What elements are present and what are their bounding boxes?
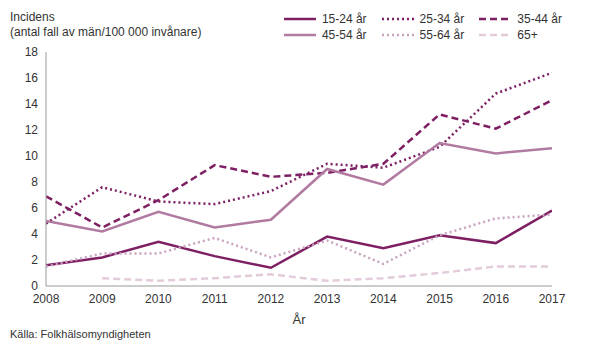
- svg-text:År: År: [293, 312, 307, 327]
- html-text:45-54 år: 45-54 år: [321, 28, 367, 42]
- html-text:55-64 år: 55-64 år: [419, 28, 465, 42]
- svg-text:6: 6: [31, 201, 38, 215]
- svg-text:8: 8: [31, 175, 38, 189]
- svg-text:2012: 2012: [258, 292, 285, 306]
- svg-text:18: 18: [25, 45, 39, 59]
- svg-text:0: 0: [31, 279, 38, 293]
- svg-text:2009: 2009: [89, 292, 116, 306]
- html-text:(antal fall av män/100 000 inv: (antal fall av män/100 000 invånare): [10, 25, 202, 39]
- svg-text:4: 4: [31, 227, 38, 241]
- svg-text:10: 10: [25, 149, 39, 163]
- html-text:65+: 65+: [517, 28, 538, 42]
- svg-text:2011: 2011: [202, 292, 228, 306]
- svg-text:2010: 2010: [145, 292, 172, 306]
- svg-text:14: 14: [25, 97, 39, 111]
- html-text:Incidens: Incidens: [10, 10, 55, 24]
- svg-text:12: 12: [25, 123, 39, 137]
- svg-text:2016: 2016: [482, 292, 509, 306]
- html-text:25-34 år: 25-34 år: [419, 12, 465, 26]
- svg-text:2013: 2013: [314, 292, 341, 306]
- svg-text:16: 16: [25, 71, 39, 85]
- html-text:Källa: Folkhälsomyndigheten: Källa: Folkhälsomyndigheten: [10, 328, 151, 340]
- html-text:15-24 år: 15-24 år: [321, 12, 367, 26]
- svg-text:2015: 2015: [426, 292, 453, 306]
- svg-text:2: 2: [31, 253, 38, 267]
- svg-text:2014: 2014: [370, 292, 397, 306]
- svg-text:2008: 2008: [33, 292, 60, 306]
- svg-text:2017: 2017: [539, 292, 566, 306]
- html-text:35-44 år: 35-44 år: [517, 12, 562, 26]
